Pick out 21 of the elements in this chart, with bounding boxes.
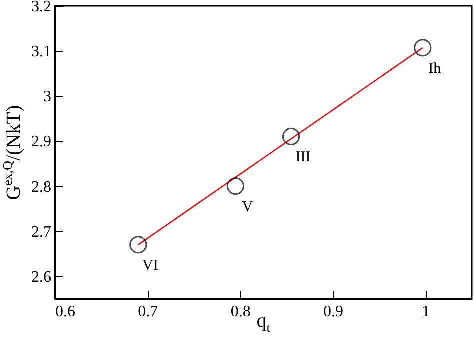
x-tick-label: 0.9 [324, 304, 344, 320]
annotation: VI [142, 258, 158, 274]
annotation: III [296, 150, 311, 166]
point [130, 236, 148, 254]
y-tick-label: 3 [44, 88, 52, 106]
y-tick-label: 2.8 [32, 178, 52, 196]
y-tick-label: 2.6 [32, 268, 52, 286]
y-tick-label: 2.9 [32, 134, 52, 151]
x-tick-label: 0.7 [138, 304, 158, 320]
x-axis-title: q$_{t}$ [256, 310, 270, 335]
point [226, 178, 245, 196]
x-tick-label: 0.8 [230, 304, 251, 320]
y-tick-label: 3.1 [32, 44, 52, 61]
x-tick-label: 0.6 [56, 304, 76, 320]
x-tick-label: 1 [422, 304, 430, 320]
point [414, 39, 432, 57]
annotation: V [242, 199, 254, 216]
y-tick-label: 2.7 [32, 224, 52, 241]
y-tick-label: 3.2 [32, 0, 52, 16]
annotation: Ih [428, 60, 442, 77]
point [282, 128, 300, 146]
